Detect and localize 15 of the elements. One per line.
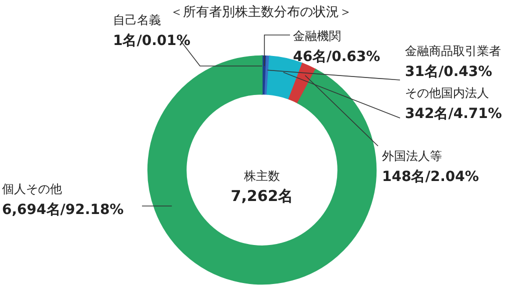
text: 7,262名 [230,187,294,205]
data-label: 1名/0.01% [113,33,190,49]
slice-label: 金融商品取引業者 [405,44,501,58]
slice-label: 外国法人等 [382,149,442,163]
data-label: 148名/2.04% [382,169,479,185]
slice-label: 自己名義 [113,13,161,27]
slice-label: 個人その他 [2,182,62,196]
chart-title: ＜所有者別株主数分布の状況＞ [170,4,352,20]
data-label: 46名/0.63% [293,49,380,65]
data-label: 6,694名/92.18% [2,202,124,218]
slice-label: その他国内法人 [405,86,489,100]
text: 株主数 [243,169,280,183]
slice-label: 金融機関 [293,29,341,43]
data-label: 342名/4.71% [405,106,502,122]
data-label: 31名/0.43% [405,64,492,80]
